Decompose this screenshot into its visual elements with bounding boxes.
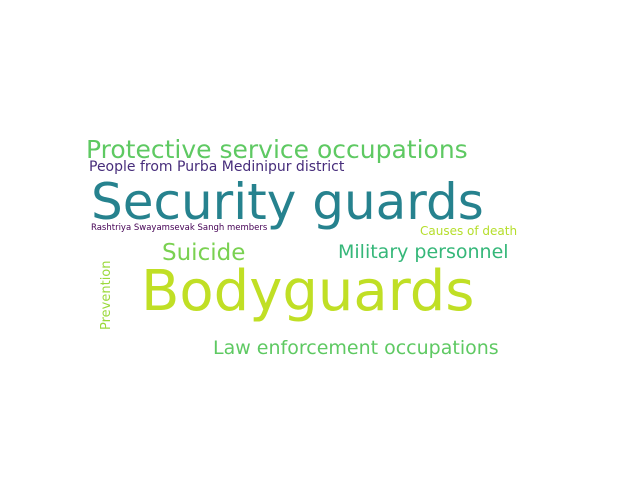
word-suicide: Suicide (162, 240, 246, 266)
word-prevention: Prevention (99, 260, 114, 330)
word-causes-of-death: Causes of death (420, 224, 518, 238)
word-security-guards: Security guards (91, 173, 484, 231)
word-protective-service-occupations: Protective service occupations (86, 135, 468, 164)
word-bodyguards: Bodyguards (141, 259, 475, 324)
word-people-from-purba-medinipur-district: People from Purba Medinipur district (89, 159, 345, 175)
word-rashtriya-swayamsevak-sangh-members: Rashtriya Swayamsevak Sangh members (91, 223, 268, 233)
word-law-enforcement-occupations: Law enforcement occupations (213, 337, 499, 359)
word-military-personnel: Military personnel (338, 241, 509, 263)
